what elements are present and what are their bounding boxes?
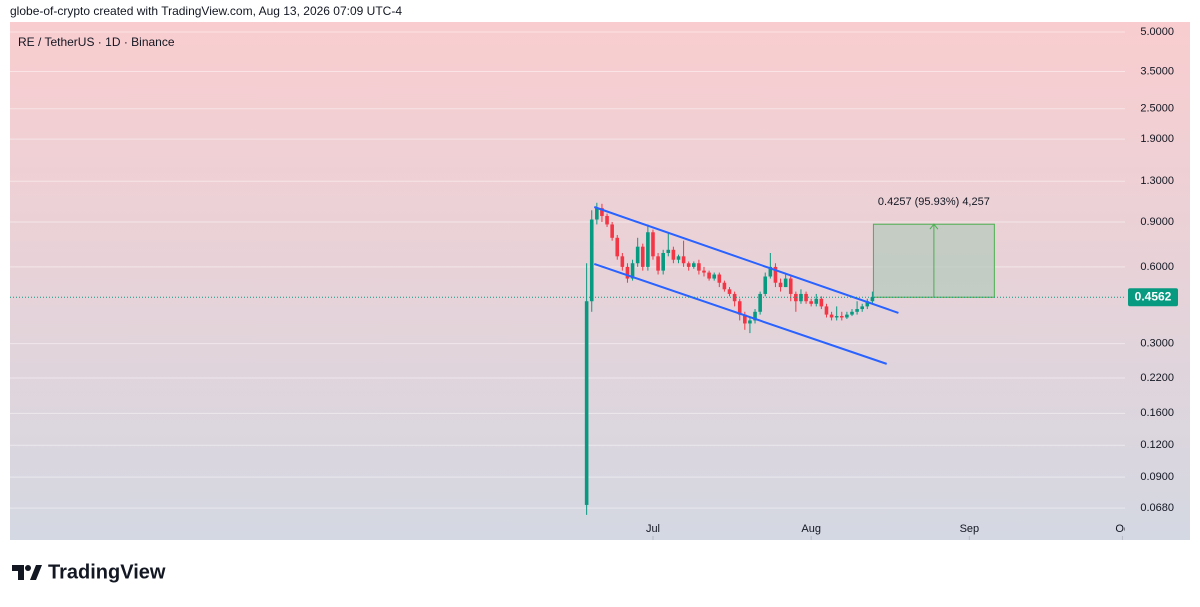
candle-body xyxy=(630,263,635,279)
candle-body xyxy=(763,276,768,294)
candle-body xyxy=(722,282,727,290)
x-tick-label: Sep xyxy=(960,523,980,535)
candle-body xyxy=(610,224,614,238)
candle-body xyxy=(635,246,640,264)
candle-body xyxy=(651,232,655,257)
candle-body xyxy=(804,293,808,302)
candle-body xyxy=(686,263,691,267)
y-tick-label: 1.9000 xyxy=(1140,133,1174,145)
candle-body xyxy=(691,263,696,267)
header: globe-of-crypto created with TradingView… xyxy=(10,4,402,18)
channel-line xyxy=(593,206,899,314)
candle-body xyxy=(743,314,747,324)
candle-body xyxy=(778,282,783,288)
candle-body xyxy=(814,298,819,304)
candle-body xyxy=(666,249,671,254)
last-price-label: 0.4562 xyxy=(1135,289,1172,303)
candle-body xyxy=(860,306,864,310)
candle-body xyxy=(799,293,803,302)
y-tick-label: 5.0000 xyxy=(1140,26,1174,38)
candle-body xyxy=(707,272,711,279)
candle-body xyxy=(712,274,717,279)
candle-body xyxy=(748,320,752,324)
channel-line xyxy=(593,263,888,365)
candle-body xyxy=(615,237,620,257)
candle-body xyxy=(620,256,625,267)
x-tick-label: Oc xyxy=(1115,523,1130,535)
candle-body xyxy=(661,253,665,271)
chart-title: RE / TetherUS · 1D · Binance xyxy=(18,35,175,49)
logo xyxy=(12,565,42,580)
y-tick-label: 0.6000 xyxy=(1140,261,1174,273)
candle-body xyxy=(595,208,599,220)
measure-arrowhead xyxy=(929,223,939,230)
candle-body xyxy=(870,297,875,302)
candle-body xyxy=(809,301,813,304)
candle-body xyxy=(727,289,732,294)
candle-body xyxy=(768,266,773,277)
x-tick-label: Jul xyxy=(646,523,660,535)
measure-label: 0.4257 (95.93%) 4,257 xyxy=(878,196,990,208)
y-tick-label: 2.5000 xyxy=(1140,103,1174,115)
y-tick-label: 0.0900 xyxy=(1140,471,1174,483)
candle-body xyxy=(589,219,594,302)
y-tick-label: 3.5000 xyxy=(1140,65,1174,77)
candle-body xyxy=(824,306,829,315)
candle-body xyxy=(681,256,686,264)
candle-body xyxy=(850,311,854,315)
candle-body xyxy=(656,256,660,271)
candle-body xyxy=(697,263,701,271)
candle-body xyxy=(605,215,609,225)
last-price-tag xyxy=(1128,288,1178,307)
candle-body xyxy=(845,314,849,318)
y-tick-label: 0.2200 xyxy=(1140,372,1174,384)
candle-body xyxy=(702,270,706,273)
candle-body xyxy=(788,278,793,294)
candle-body xyxy=(646,232,650,267)
candle-body xyxy=(625,266,630,279)
candle-body xyxy=(829,314,834,318)
candle-body xyxy=(783,278,788,288)
footer-brand: TradingView xyxy=(48,561,166,583)
y-tick-label: 0.3000 xyxy=(1140,338,1174,350)
candle-body xyxy=(865,301,870,307)
candle-body xyxy=(584,301,589,505)
candle-body xyxy=(773,266,778,283)
chart-background xyxy=(10,22,1190,540)
candle-body xyxy=(753,311,757,321)
candle-body xyxy=(676,256,681,260)
y-tick-label: 1.3000 xyxy=(1140,175,1174,187)
candle-body xyxy=(600,208,604,216)
candle-body xyxy=(819,298,824,307)
y-tick-label: 0.0680 xyxy=(1140,502,1174,514)
candle-body xyxy=(839,316,844,318)
candle-body xyxy=(834,316,839,318)
candle-body xyxy=(855,309,859,312)
candle-body xyxy=(717,274,722,283)
y-tick-label: 0.1600 xyxy=(1140,407,1174,419)
candle-body xyxy=(671,249,676,260)
candle-body xyxy=(758,293,762,312)
y-tick-label: 0.9000 xyxy=(1140,216,1174,228)
candle-body xyxy=(640,246,645,267)
candle-body xyxy=(794,293,798,302)
candle-body xyxy=(732,293,737,302)
x-tick-label: Aug xyxy=(801,523,821,535)
y-tick-label: 0.1200 xyxy=(1140,439,1174,451)
candle-body xyxy=(737,301,742,315)
plot: Jul Aug Sep Oc 0.4257 (95.93%) 4,257 xyxy=(10,31,1130,535)
